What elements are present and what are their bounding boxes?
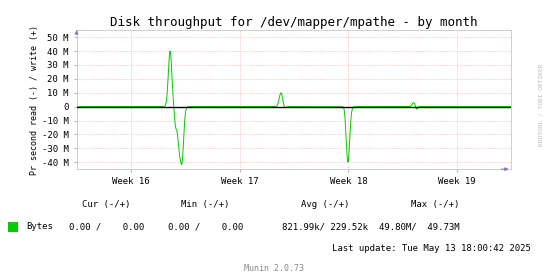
Text: Avg (-/+): Avg (-/+) — [301, 200, 350, 209]
Text: RRDTOOL / TOBI OETIKER: RRDTOOL / TOBI OETIKER — [538, 63, 543, 146]
Text: Last update: Tue May 13 18:00:42 2025: Last update: Tue May 13 18:00:42 2025 — [331, 244, 531, 253]
Text: 0.00 /    0.00: 0.00 / 0.00 — [69, 222, 144, 231]
Y-axis label: Pr second read (-) / write (+): Pr second read (-) / write (+) — [30, 25, 39, 175]
Title: Disk throughput for /dev/mapper/mpathe - by month: Disk throughput for /dev/mapper/mpathe -… — [110, 16, 478, 29]
Text: 49.80M/  49.73M: 49.80M/ 49.73M — [379, 222, 459, 231]
Text: Max (-/+): Max (-/+) — [411, 200, 459, 209]
Text: Min (-/+): Min (-/+) — [181, 200, 229, 209]
Text: Munin 2.0.73: Munin 2.0.73 — [243, 264, 304, 273]
Text: Cur (-/+): Cur (-/+) — [83, 200, 131, 209]
Text: Bytes: Bytes — [26, 222, 53, 231]
Text: 0.00 /    0.00: 0.00 / 0.00 — [167, 222, 243, 231]
Text: 821.99k/ 229.52k: 821.99k/ 229.52k — [282, 222, 369, 231]
